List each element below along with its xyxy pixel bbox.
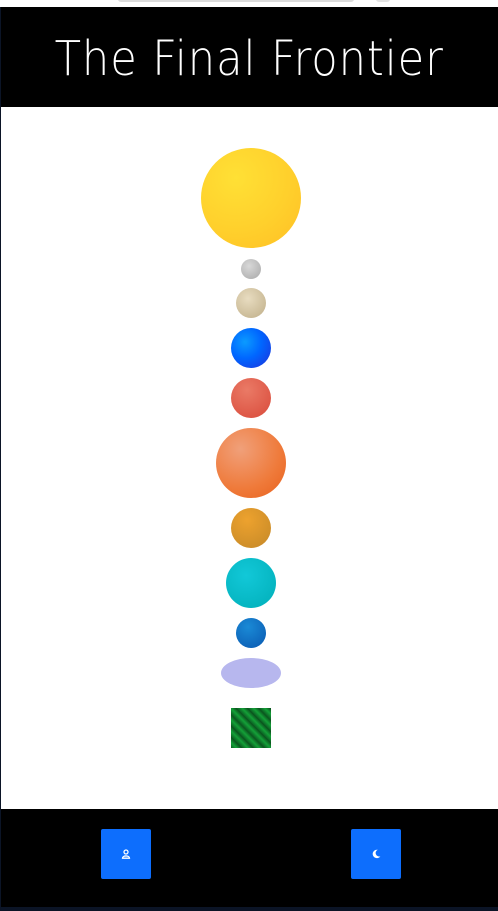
address-bar[interactable] xyxy=(118,0,354,2)
planet-uranus[interactable] xyxy=(226,558,276,608)
planet-saturn[interactable] xyxy=(231,508,271,548)
astronaut-button[interactable] xyxy=(101,829,151,879)
astronaut-icon xyxy=(121,849,131,859)
planet-neptune[interactable] xyxy=(236,618,266,648)
solar-system xyxy=(1,107,498,809)
app-page: The Final Frontier xyxy=(1,7,498,907)
header: The Final Frontier xyxy=(1,7,498,107)
planet-mercury[interactable] xyxy=(241,259,261,279)
planet-earth[interactable] xyxy=(231,328,271,368)
satellite-square[interactable] xyxy=(231,708,271,748)
kuiper-belt[interactable] xyxy=(221,658,281,688)
browser-top-strip xyxy=(0,0,498,7)
sun[interactable] xyxy=(201,148,301,248)
browser-menu-dot[interactable] xyxy=(376,0,390,2)
theme-toggle-button[interactable] xyxy=(351,829,401,879)
moon-icon xyxy=(371,849,381,859)
page-title: The Final Frontier xyxy=(54,31,445,87)
footer-nav xyxy=(1,809,498,907)
planet-venus[interactable] xyxy=(236,288,266,318)
planet-jupiter[interactable] xyxy=(216,428,286,498)
planet-mars[interactable] xyxy=(231,378,271,418)
